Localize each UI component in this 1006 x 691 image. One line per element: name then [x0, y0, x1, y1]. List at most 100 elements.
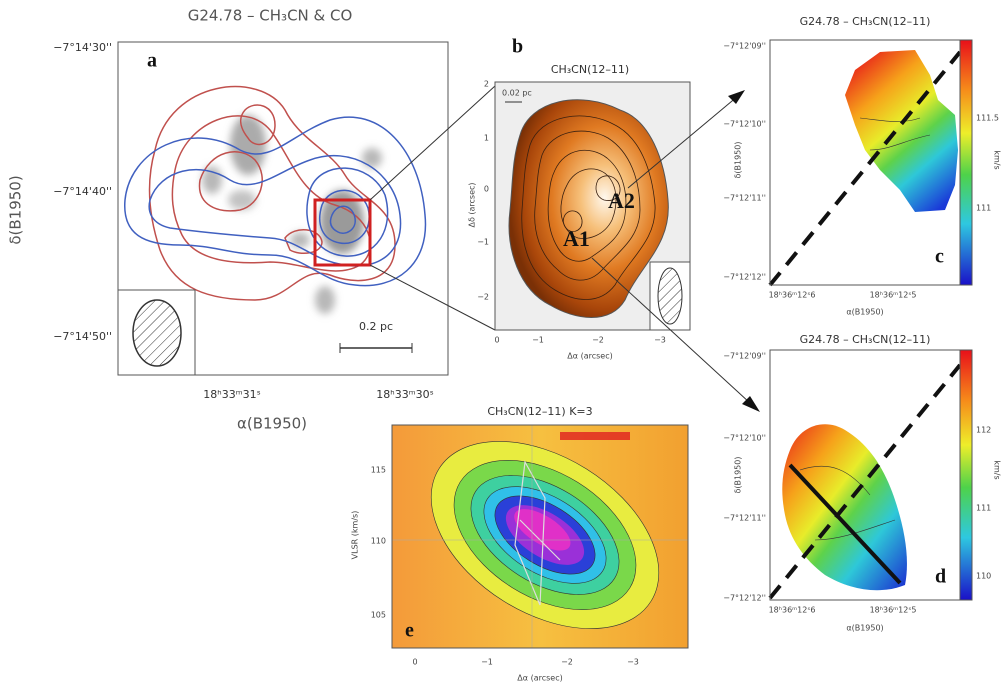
colorbar-tick-label: 112 — [976, 426, 991, 435]
ellipse-shape — [230, 115, 266, 175]
pv-map — [430, 441, 660, 629]
path-shape — [124, 116, 427, 287]
y-tick-label: −1 — [477, 238, 489, 247]
y-axis-label: δ(B1950) — [7, 175, 25, 244]
connector — [369, 85, 496, 201]
panel-label: d — [935, 566, 946, 588]
title: CH₃CN(12–11) K=3 — [487, 405, 592, 418]
x-tick-label: 18ʰ36ᵐ12ˢ5 — [870, 606, 917, 615]
frame — [117, 41, 449, 376]
panel-label: b — [512, 36, 523, 58]
y-tick-label: −7°12'11'' — [723, 194, 766, 203]
colorbar-tick-label: 111 — [976, 504, 991, 513]
ellipse-shape — [362, 148, 382, 168]
map — [508, 99, 669, 318]
panel-a: G24.78 – CH₃CN & CO — [7, 7, 449, 433]
panel-e: CH₃CN(12–11) K=3 e 115 110 105 0 −1 −2 −… — [351, 405, 689, 683]
y-tick-label: −7°14'40'' — [53, 185, 112, 198]
y-tick-label: 110 — [371, 537, 386, 546]
panel-c: G24.78 – CH₃CN(12–11) 111.5 111 km/s c −… — [723, 15, 1001, 317]
contours — [859, 117, 931, 151]
arrowhead — [742, 396, 760, 412]
path-shape — [284, 229, 323, 255]
x-axis-label: Δα (arcsec) — [567, 352, 612, 361]
cut-line — [788, 463, 902, 585]
path-shape — [198, 151, 263, 212]
frame — [391, 424, 689, 649]
frame — [494, 81, 691, 331]
path-shape — [240, 104, 276, 146]
y-tick-label: −2 — [477, 293, 489, 302]
x-tick-label: 0 — [412, 658, 417, 667]
scale-label: 0.02 pc — [502, 89, 532, 98]
colorbar-tick-label: 111.5 — [976, 114, 999, 123]
y-tick-label: −7°14'30'' — [53, 41, 112, 54]
ellipse-shape — [320, 190, 364, 254]
colorbar-label: km/s — [993, 460, 1002, 479]
connector — [369, 264, 496, 331]
y-axis-label: δ(B1950) — [734, 142, 743, 179]
path-shape — [595, 175, 621, 201]
x-axis-label: α(B1950) — [846, 308, 883, 317]
title: G24.78 – CH₃CN(12–11) — [800, 333, 931, 346]
path-shape — [547, 150, 627, 262]
x-axis-label: Δα (arcsec) — [517, 674, 562, 683]
path-shape — [148, 154, 402, 267]
x-tick-label: −2 — [561, 658, 573, 667]
ellipse-shape — [228, 190, 256, 210]
colorbar — [959, 39, 973, 286]
red-contours — [148, 85, 396, 301]
title: CH₃CN(12–11) — [551, 63, 629, 76]
path-shape — [148, 85, 396, 301]
connector — [627, 95, 739, 189]
y-tick-label: 105 — [371, 611, 386, 620]
colorbar — [959, 349, 973, 601]
y-tick-label: −7°12'10'' — [723, 120, 766, 129]
arrowhead — [728, 90, 745, 104]
panel-label: c — [935, 246, 944, 268]
path-shape — [562, 210, 583, 232]
ellipse-shape — [290, 232, 310, 248]
x-tick-label: −2 — [592, 336, 604, 345]
x-tick-label: −3 — [654, 336, 666, 345]
x-tick-label: −3 — [627, 658, 639, 667]
path-shape — [171, 115, 371, 272]
blue-contours — [124, 116, 427, 287]
x-tick-label: 18ʰ33ᵐ30ˢ — [376, 388, 433, 401]
ellipse-shape — [315, 286, 335, 314]
y-tick-label: −7°12'12'' — [723, 273, 766, 282]
y-tick-label: −7°12'11'' — [723, 514, 766, 523]
connector — [591, 257, 751, 404]
y-axis-label: δ(B1950) — [734, 457, 743, 494]
x-tick-label: −1 — [532, 336, 544, 345]
path-shape — [560, 168, 617, 239]
beam — [657, 267, 683, 325]
x-tick-label: 0 — [494, 336, 499, 345]
core-label: A2 — [608, 188, 635, 213]
panel-label: a — [147, 50, 157, 72]
y-tick-label: 0 — [484, 185, 489, 194]
panel-d: G24.78 – CH₃CN(12–11) 112 111 110 km/s d… — [723, 333, 1001, 633]
y-tick-label: −7°12'10'' — [723, 434, 766, 443]
path-shape — [319, 189, 370, 245]
title: G24.78 – CH₃CN(12–11) — [800, 15, 931, 28]
emission — [560, 432, 630, 440]
y-axis-label: Δδ (arcsec) — [468, 182, 477, 227]
core-label: A1 — [563, 226, 590, 251]
panel-b: b CH₃CN(12–11) 0.02 pc A1 A2 2 1 0 −1 −2… — [468, 36, 691, 361]
zoom-box — [313, 198, 372, 267]
y-tick-label: −7°14'50'' — [53, 330, 112, 343]
y-tick-label: 115 — [371, 466, 386, 475]
x-tick-label: −1 — [481, 658, 493, 667]
y-tick-label: −7°12'09'' — [723, 352, 766, 361]
colorbar-label: km/s — [993, 150, 1002, 169]
velocity-map — [845, 50, 958, 212]
path-shape — [329, 205, 356, 234]
colorbar-tick-label: 110 — [976, 572, 991, 581]
x-tick-label: 18ʰ33ᵐ31ˢ — [203, 388, 260, 401]
x-axis-label: α(B1950) — [237, 415, 307, 433]
x-tick-label: 18ʰ36ᵐ12ˢ6 — [769, 606, 816, 615]
